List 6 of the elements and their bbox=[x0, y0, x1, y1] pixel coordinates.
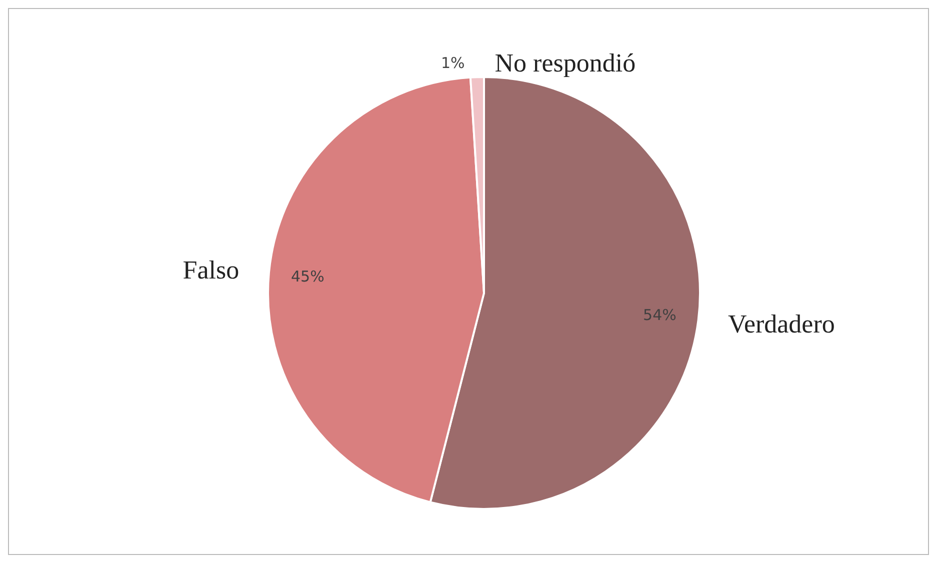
data-label: 1% bbox=[440, 54, 465, 72]
slice-label: Verdadero bbox=[728, 309, 835, 338]
slice-label: Falso bbox=[182, 255, 240, 284]
slice-label: No respondió bbox=[494, 48, 636, 78]
data-label: 54% bbox=[643, 306, 676, 324]
data-label: 45% bbox=[290, 267, 324, 286]
